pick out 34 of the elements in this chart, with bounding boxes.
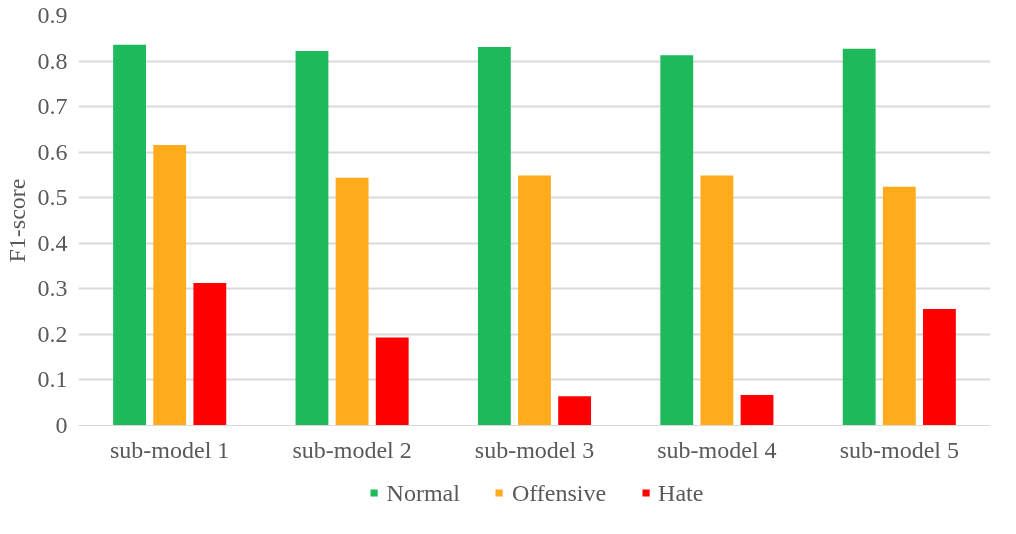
x-tick-label: sub-model 1 — [110, 436, 230, 463]
y-tick-label: 0.6 — [37, 138, 68, 165]
y-tick-label: 0 — [55, 412, 68, 438]
bar — [740, 394, 774, 426]
bar — [518, 175, 551, 426]
y-axis-title: F1-score — [3, 178, 30, 263]
bar — [153, 144, 187, 426]
bar — [335, 177, 369, 426]
bar — [477, 46, 511, 426]
y-tick-label: 0.1 — [37, 366, 68, 393]
y-tick-label: 0.2 — [37, 320, 68, 347]
bar — [558, 396, 592, 426]
y-tick-label: 0.8 — [37, 47, 68, 74]
bar — [193, 282, 227, 426]
bar — [113, 44, 146, 426]
y-tick-label: 0.4 — [37, 229, 68, 256]
legend-label: Offensive — [511, 479, 607, 506]
x-tick-label: sub-model 5 — [839, 436, 959, 463]
bar — [295, 51, 329, 426]
y-tick-label: 0.5 — [37, 184, 68, 211]
x-tick-label: sub-model 3 — [474, 436, 595, 463]
y-tick-label: 0.7 — [37, 93, 68, 120]
x-tick-label: sub-model 4 — [657, 436, 777, 463]
bar — [842, 48, 876, 426]
bar — [660, 55, 694, 426]
legend-label: Normal — [386, 479, 460, 506]
bar — [700, 175, 734, 426]
bar — [375, 337, 409, 426]
y-tick-label: 0.3 — [37, 275, 68, 302]
legend-label: Hate — [658, 479, 704, 506]
y-tick-label: 0.9 — [37, 2, 68, 28]
bar — [882, 186, 916, 426]
x-tick-label: sub-model 2 — [292, 436, 412, 463]
bar — [923, 308, 956, 426]
